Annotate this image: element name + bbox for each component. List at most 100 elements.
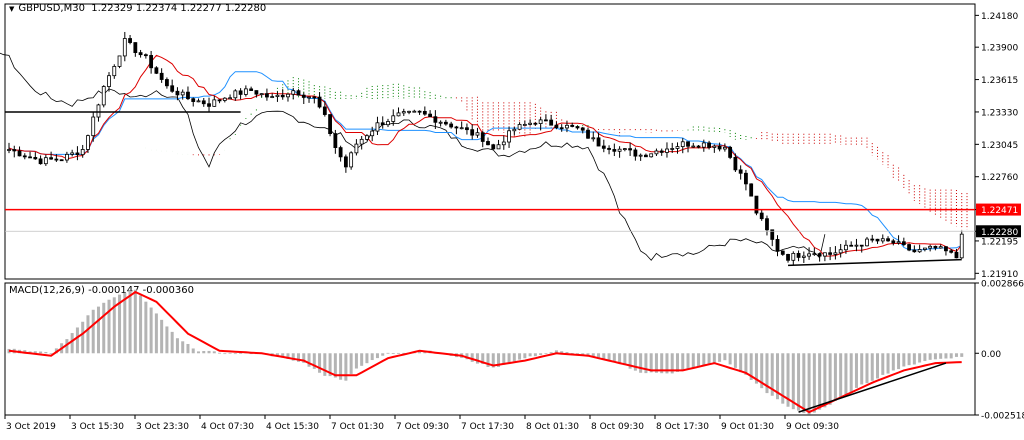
candle-body <box>544 119 548 122</box>
candle <box>275 91 280 102</box>
candle-body <box>670 148 675 150</box>
candle-body <box>307 96 311 99</box>
candle-body <box>38 158 43 165</box>
candle <box>228 94 232 100</box>
candle <box>75 146 80 161</box>
macd-bar <box>586 353 590 357</box>
candle-body <box>207 103 211 107</box>
macd-bar <box>191 348 195 354</box>
candle-body <box>438 121 443 124</box>
candle <box>517 122 522 130</box>
candle-body <box>896 241 901 244</box>
candle <box>359 136 364 150</box>
macd-bar <box>612 353 616 362</box>
time-label: 8 Oct 17:30 <box>656 422 709 432</box>
macd-bar <box>397 352 401 354</box>
macd-bar <box>702 353 706 366</box>
macd-bar <box>707 353 711 365</box>
candle <box>101 85 106 108</box>
kijun-line <box>8 71 962 251</box>
candle <box>122 31 127 62</box>
macd-bar <box>186 343 190 354</box>
time-label: 3 Oct 15:30 <box>71 422 124 432</box>
candle <box>38 155 43 165</box>
candle-body <box>201 100 206 105</box>
candle-body <box>412 110 417 113</box>
candle-body <box>286 93 290 98</box>
ichimoku-cloud <box>192 77 968 230</box>
time-label: 4 Oct 07:30 <box>201 422 254 432</box>
candle <box>522 120 527 126</box>
macd-bar <box>475 353 479 364</box>
macd-label: 0.00 <box>981 350 1001 360</box>
candle-body <box>844 244 848 251</box>
macd-bar <box>607 353 611 361</box>
candle <box>733 153 738 172</box>
candle <box>954 248 959 259</box>
macd-bar <box>154 313 158 354</box>
candle <box>549 114 554 126</box>
candle <box>665 142 669 158</box>
candle-body <box>486 141 490 146</box>
macd-bar <box>381 353 385 356</box>
macd-bar <box>365 353 369 364</box>
macd-bar <box>933 353 937 360</box>
candle-body <box>343 156 348 168</box>
candle <box>365 134 369 141</box>
candle-body <box>475 132 480 136</box>
candle-body <box>422 111 427 115</box>
candle <box>28 151 32 159</box>
candle <box>501 135 506 150</box>
candle-body <box>465 127 469 131</box>
candle-body <box>59 159 64 162</box>
macd-axis: 0.002866 0.00 -0.002518 <box>975 280 1024 422</box>
candle <box>754 195 759 216</box>
candle <box>891 238 896 246</box>
candle-body <box>865 238 869 247</box>
macd-bar <box>954 353 958 357</box>
candle-body <box>70 152 75 155</box>
macd-bar <box>323 353 327 376</box>
candle-body <box>659 150 664 153</box>
macd-label: 0.002866 <box>981 280 1024 290</box>
macd-bar <box>828 353 832 405</box>
candle <box>249 86 254 91</box>
candle-body <box>433 116 438 123</box>
candle <box>722 143 727 152</box>
macd-bar <box>339 353 343 380</box>
candle-body <box>649 153 654 158</box>
candle-body <box>149 55 154 69</box>
candle-body <box>101 86 106 106</box>
candle-body <box>617 148 622 152</box>
candle <box>865 236 869 247</box>
candle-body <box>91 116 96 137</box>
candle-body <box>417 110 422 113</box>
candle <box>470 124 475 140</box>
macd-bar <box>518 353 522 360</box>
chevron-down-icon[interactable]: ▼ <box>9 5 15 13</box>
candle-body <box>7 149 11 151</box>
candle-body <box>28 156 32 159</box>
candle-body <box>65 153 69 161</box>
candle-body <box>596 137 601 147</box>
candle <box>333 129 338 154</box>
candle <box>480 130 485 148</box>
candle <box>870 234 875 243</box>
candle-body <box>249 88 254 91</box>
candle-body <box>612 149 617 152</box>
candle <box>380 116 385 129</box>
candle <box>617 146 622 158</box>
candle <box>296 89 301 96</box>
macd-bar <box>533 353 537 357</box>
candle <box>654 148 659 157</box>
macd-bar <box>165 326 169 354</box>
candle <box>538 117 543 131</box>
macd-bar <box>881 353 885 375</box>
candle-body <box>807 253 811 257</box>
candle <box>859 244 864 253</box>
candle <box>254 90 259 98</box>
macd-bar <box>112 297 116 354</box>
macd-bar <box>91 309 95 354</box>
macd-bar <box>944 353 948 359</box>
